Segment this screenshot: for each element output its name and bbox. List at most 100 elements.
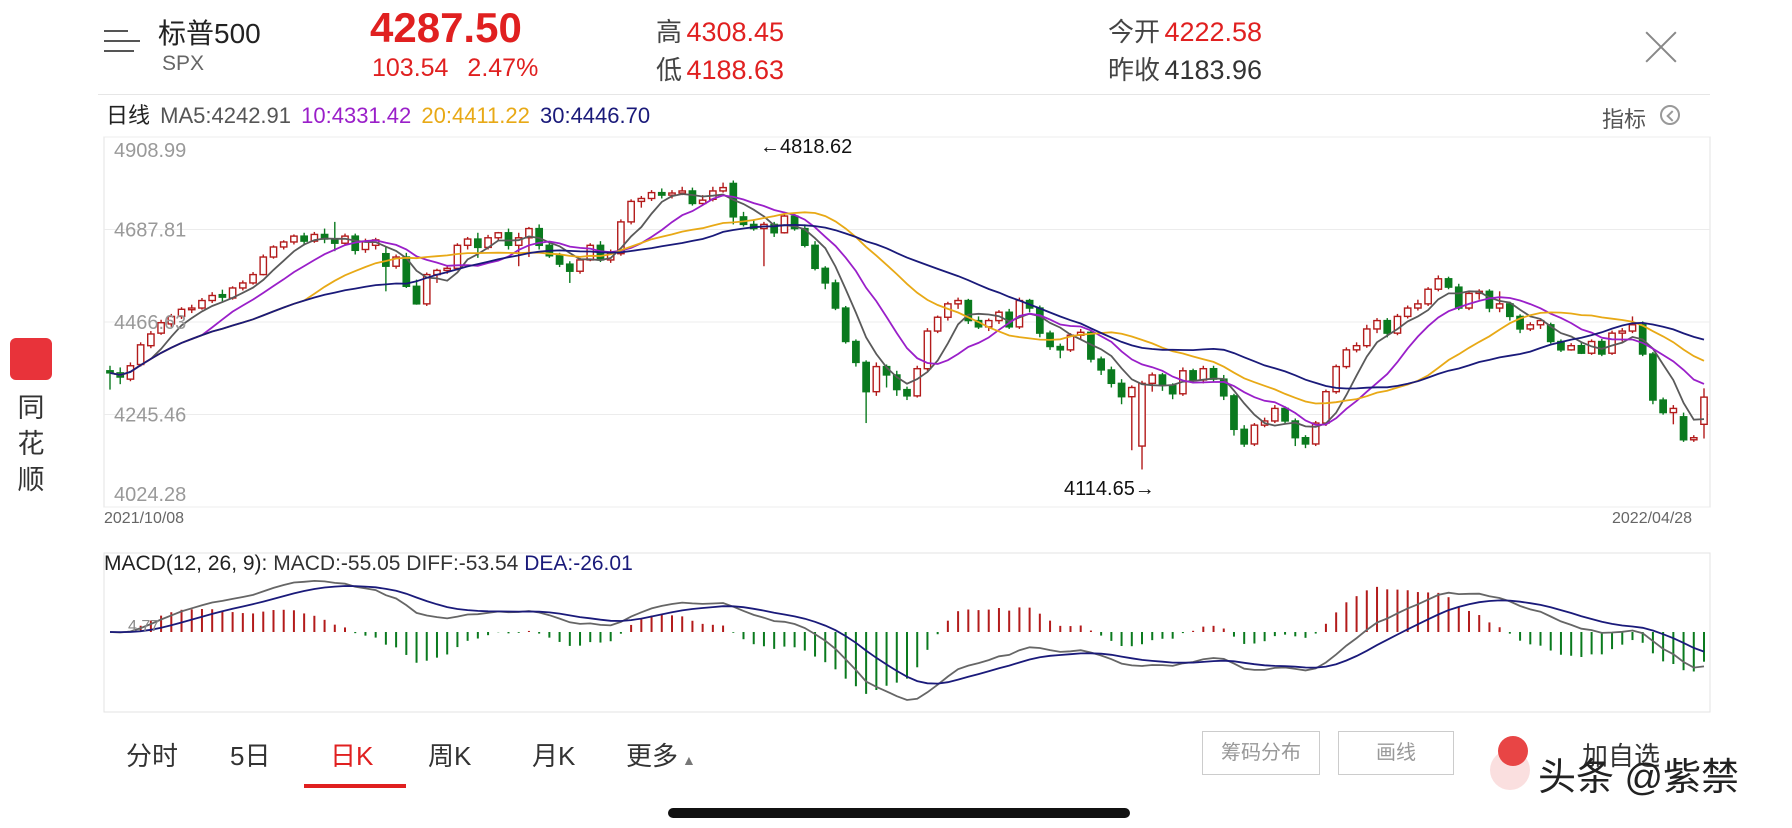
candle-body (1189, 370, 1197, 381)
candle-body (1689, 436, 1698, 441)
candle-body (1015, 299, 1024, 328)
ma10-label: 10:4331.42 (301, 103, 412, 128)
candle-body (1546, 324, 1555, 343)
candle-body (1270, 407, 1279, 422)
candle-body (157, 321, 165, 334)
candle-body (106, 370, 114, 374)
tab-daily-k[interactable]: 日K (330, 741, 374, 771)
candle-body (1526, 324, 1535, 330)
change-value: 103.54 (372, 54, 449, 82)
current-price: 4287.50 (370, 4, 522, 51)
min-annotation: 4114.65→ (1064, 478, 1155, 500)
x-start-date: 2021/10/08 (104, 510, 185, 527)
candle-body (463, 238, 472, 247)
candle-body (177, 308, 186, 318)
candle-body (198, 299, 206, 309)
y-tick-label: 4687.81 (114, 220, 186, 242)
candle-body (617, 221, 625, 255)
candle-body (1230, 395, 1238, 431)
watermark: 头条 @紫禁 (1538, 757, 1740, 799)
candle-body (698, 199, 707, 205)
app-logo-icon[interactable] (10, 338, 52, 380)
candle-body (269, 246, 278, 258)
candle-body (637, 197, 646, 203)
candle-body (1332, 365, 1341, 393)
candle-body (954, 299, 962, 305)
candle-body (238, 282, 247, 289)
candle-body (647, 191, 656, 200)
chip-distribution-button[interactable]: 筹码分布 (1202, 731, 1320, 775)
index-name: 标普500 (158, 18, 261, 49)
collapse-icon[interactable] (1660, 105, 1680, 125)
tab-more[interactable]: 更多 ▲ (626, 736, 696, 773)
candle-body (719, 186, 727, 192)
candle-body (688, 190, 697, 205)
candle-body (1168, 384, 1177, 395)
app-logo-text: 同花顺 (17, 393, 45, 495)
candle-body (187, 307, 196, 311)
dea-value: DEA:-26.01 (524, 552, 633, 575)
ma-legend: 日线 MA5:4242.91 10:4331.42 20:4411.22 30:… (106, 98, 654, 130)
tab-monthly-k[interactable]: 月K (532, 741, 576, 771)
add-watchlist-button[interactable]: 加自选 (1582, 741, 1661, 771)
candle-body (514, 237, 523, 247)
candle-body (1577, 344, 1586, 354)
candle-body (1516, 315, 1524, 330)
price-change: 103.54 2.47% (372, 54, 538, 83)
y-tick-label: 4024.28 (114, 484, 186, 506)
candle-body (1097, 358, 1106, 371)
candle-body (1659, 399, 1667, 414)
candle-body (1679, 416, 1688, 441)
prev-close-label: 昨收 (1108, 55, 1161, 85)
candle-body (872, 365, 881, 393)
candle-body (259, 256, 268, 276)
candle-body (443, 267, 452, 272)
candle-body (1465, 292, 1473, 309)
candle-body (903, 388, 911, 397)
ma10-line (109, 194, 1705, 426)
candle-body (627, 200, 635, 223)
candle-body (668, 192, 676, 196)
candle-body (1567, 344, 1576, 351)
candle-body (249, 273, 257, 284)
candle-body (1158, 374, 1167, 387)
open-label: 今开 (1108, 17, 1161, 47)
candle-body (1199, 367, 1208, 381)
tab-intraday[interactable]: 分时 (126, 741, 179, 771)
draw-line-button[interactable]: 画线 (1338, 731, 1454, 775)
low-label: 低 (656, 55, 683, 85)
tab-weekly-k[interactable]: 周K (428, 741, 472, 771)
candle-body (913, 367, 922, 397)
macd-y-tick: 4.77 (128, 618, 160, 635)
max-annotation: ←4818.62 (760, 136, 853, 158)
tab-5day[interactable]: 5日 (230, 741, 271, 771)
candle-body (1608, 332, 1616, 354)
candle-body (1291, 420, 1300, 439)
candle-body (1649, 353, 1657, 401)
candle-body (1424, 288, 1432, 305)
candle-body (504, 232, 513, 247)
candle-body (494, 232, 503, 239)
open-stat: 今开 4222.58 (1108, 12, 1262, 49)
candle-body (279, 241, 288, 248)
menu-icon[interactable] (104, 30, 140, 60)
candle-body (1373, 319, 1381, 330)
candle-body (1505, 303, 1514, 318)
candle-body (565, 263, 574, 272)
candle-body (1628, 324, 1637, 332)
ma5-line (109, 193, 1705, 428)
prev-close-value: 4183.96 (1164, 55, 1263, 85)
tab-more-label: 更多 (626, 741, 679, 771)
indicator-button[interactable]: 指标 (1602, 107, 1647, 132)
candle-body (555, 255, 564, 265)
macd-title: MACD(12, 26, 9): (104, 552, 268, 575)
diff-line (109, 579, 1705, 701)
candle-body (1618, 330, 1627, 334)
candle-body (1281, 407, 1289, 422)
add-watch-dot-icon[interactable] (1498, 736, 1528, 766)
candle-body (811, 244, 819, 270)
candle-body (218, 293, 227, 298)
candle-body (657, 191, 666, 196)
caret-up-icon: ▲ (682, 752, 696, 768)
